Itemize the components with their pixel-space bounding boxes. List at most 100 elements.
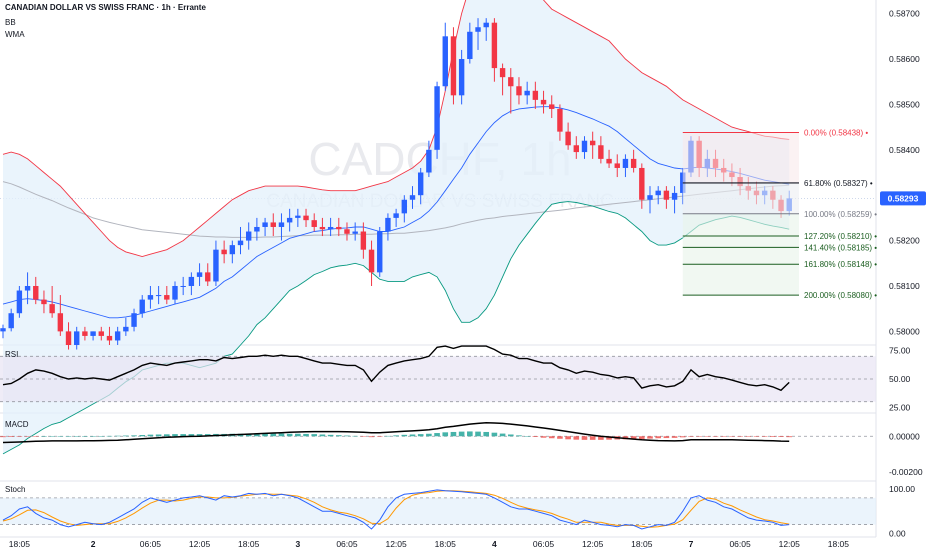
candle-body (41, 299, 47, 305)
candle-body (319, 226, 326, 230)
candle-body (655, 190, 661, 196)
macd-histogram-bar (458, 431, 465, 437)
macd-histogram-bar (401, 434, 408, 437)
macd-histogram-bar (712, 436, 719, 437)
macd-axis-tick: 0.00000 (889, 431, 920, 441)
price-axis-tick: 0.58200 (889, 236, 920, 246)
candle-body (147, 295, 154, 300)
macd-histogram-bar (516, 435, 522, 437)
macd-histogram-bar (532, 436, 539, 437)
candle-body (565, 131, 571, 146)
macd-histogram-bar (589, 436, 596, 440)
fib-level-label: 127.20% (0.58210) • (804, 232, 877, 241)
candle-body (614, 163, 620, 168)
macd-histogram-bar (524, 436, 530, 437)
macd-histogram-bar (557, 436, 563, 439)
fib-level-label: 0.00% (0.58438) • (804, 129, 868, 138)
candle-body (74, 331, 80, 345)
time-axis-tick: 18:05 (238, 539, 260, 549)
candle-body (491, 22, 498, 69)
macd-histogram-bar (639, 436, 645, 439)
macd-histogram-bar (426, 433, 432, 437)
candle-body (450, 36, 457, 96)
macd-histogram-bar (647, 436, 653, 439)
macd-line (2, 422, 790, 444)
macd-histogram-bar (41, 436, 47, 437)
macd-histogram-bar (16, 436, 23, 437)
candle-body (278, 222, 285, 227)
macd-histogram-bar (32, 436, 39, 437)
candle-body (262, 222, 268, 227)
macd-histogram-bar (319, 434, 326, 437)
fib-zone-lower (682, 213, 799, 296)
macd-histogram-bar (663, 436, 670, 439)
time-axis-tick: 06:05 (729, 539, 751, 549)
candle-body (131, 313, 137, 327)
time-axis-tick: 06:05 (533, 539, 555, 549)
candle-body (360, 231, 367, 250)
candle-body (475, 27, 481, 32)
candle-body (368, 249, 375, 273)
candle-body (57, 313, 64, 332)
time-axis-tick: 06:05 (140, 539, 162, 549)
time-axis-tick: 18:05 (828, 539, 850, 549)
macd-histogram-bar (172, 434, 178, 437)
candle-body (8, 313, 14, 329)
macd-histogram-bar (450, 431, 457, 437)
candle-body (286, 217, 293, 223)
macd-histogram-bar (393, 435, 399, 437)
macd-histogram-bar (786, 436, 793, 438)
macd-histogram-bar (147, 434, 154, 437)
candle-body (622, 158, 629, 168)
candle-body (458, 59, 465, 96)
candle-body (630, 158, 637, 168)
candle-body (434, 86, 440, 150)
macd-histogram-bar (385, 435, 391, 437)
candle-body (639, 167, 645, 200)
candle-body (327, 226, 334, 230)
rsi-axis-tick: 25.00 (889, 402, 911, 412)
candle-body (344, 229, 350, 234)
macd-histogram-bar (573, 436, 580, 440)
macd-histogram-bar (123, 435, 129, 437)
macd-histogram-bar (434, 433, 440, 437)
macd-histogram-bar (180, 434, 186, 437)
macd-histogram-bar (139, 435, 146, 437)
candle-body (246, 231, 252, 241)
macd-histogram-bar (483, 431, 490, 437)
macd-label: MACD (5, 420, 29, 429)
macd-histogram-bar (417, 434, 424, 437)
candle-body (213, 249, 219, 282)
macd-histogram-bar (737, 436, 743, 437)
current-price-tag (880, 191, 926, 206)
macd-histogram-bar (155, 434, 162, 437)
candle-body (98, 331, 104, 336)
price-axis-tick: 0.58600 (889, 54, 920, 64)
candle-body (442, 36, 448, 87)
macd-histogram-bar (548, 436, 555, 439)
macd-histogram-bar (262, 433, 268, 437)
macd-histogram-bar (745, 436, 752, 437)
candle-body (164, 295, 170, 300)
fib-zone-middle (682, 182, 799, 214)
macd-histogram-bar (630, 436, 637, 440)
candle-body (647, 195, 653, 200)
indicator-label-wma[interactable]: WMA (5, 30, 25, 39)
price-axis-tick: 0.58100 (889, 281, 920, 291)
candle-body (0, 328, 6, 332)
stoch-label: Stoch (5, 485, 25, 494)
candle-body (581, 140, 588, 153)
candle-body (549, 104, 555, 109)
macd-histogram-bar (278, 433, 285, 437)
candle-body (311, 220, 317, 227)
time-axis-tick: 18:05 (631, 539, 653, 549)
macd-histogram-bar (57, 436, 64, 437)
macd-histogram-bar (131, 435, 137, 437)
candle-body (188, 276, 195, 286)
macd-histogram-bar (24, 436, 31, 437)
fib-zone-upper (682, 132, 799, 183)
macd-histogram-bar (598, 436, 604, 440)
indicator-label-bb[interactable]: BB (5, 18, 16, 27)
macd-histogram-bar (409, 434, 416, 437)
